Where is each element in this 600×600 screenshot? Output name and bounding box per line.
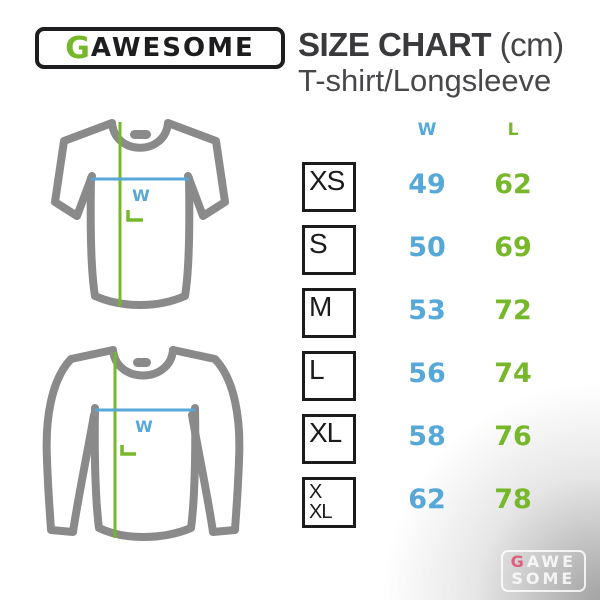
size-box-xxl: X XL xyxy=(302,477,356,528)
watermark-g: G xyxy=(510,552,527,572)
brand-logo: G AWESOME xyxy=(35,27,285,69)
size-box-s: S xyxy=(302,225,356,275)
watermark-line1-rest: AWE xyxy=(526,552,576,572)
size-box-xs: XS xyxy=(302,162,356,212)
tshirt-collar-label xyxy=(130,130,151,139)
tshirt-outline xyxy=(51,119,229,309)
table-row: XL 58 76 xyxy=(300,414,560,464)
brand-logo-g: G xyxy=(65,30,91,66)
table-row: M 53 72 xyxy=(300,288,560,338)
tshirt-width-label: W xyxy=(132,186,150,205)
page-title-main: SIZE CHART xyxy=(298,26,492,63)
longsleeve-collar-label xyxy=(133,358,151,367)
length-value: 69 xyxy=(494,232,532,263)
tshirt-right-sleeve xyxy=(164,119,229,220)
page-subtitle: T-shirt/Longsleeve xyxy=(298,63,552,98)
width-value: 58 xyxy=(408,421,446,452)
tshirt-body xyxy=(86,174,194,309)
tshirt-collar xyxy=(108,119,172,152)
length-value: 74 xyxy=(494,358,532,389)
width-value: 53 xyxy=(408,295,446,326)
table-row: XS 49 62 xyxy=(300,162,560,212)
length-value: 72 xyxy=(494,295,532,326)
longsleeve-width-label: W xyxy=(135,417,153,436)
length-value: 76 xyxy=(494,421,532,452)
width-value: 49 xyxy=(408,169,446,200)
size-box-l: L xyxy=(302,351,356,401)
width-value: 56 xyxy=(408,358,446,389)
longsleeve-right-sleeve xyxy=(169,346,244,536)
longsleeve-body xyxy=(90,404,200,541)
size-box-xl: XL xyxy=(302,414,356,464)
longsleeve-length-label-icon xyxy=(120,445,136,456)
length-value: 62 xyxy=(494,169,532,200)
table-row: L 56 74 xyxy=(300,351,560,401)
watermark-line1: GAWE xyxy=(511,554,576,570)
tshirt-length-label-icon xyxy=(126,210,143,222)
tshirt-diagram: W xyxy=(51,119,229,309)
page-title-unit: (cm) xyxy=(491,26,564,63)
watermark-line2: SOME xyxy=(511,568,576,588)
column-header-width: W xyxy=(417,120,437,140)
longsleeve-left-sleeve xyxy=(42,346,117,536)
size-box-m: M xyxy=(302,288,356,338)
longsleeve-outline xyxy=(42,346,244,541)
table-row: S 50 69 xyxy=(300,225,560,275)
longsleeve-diagram: W xyxy=(42,346,244,541)
brand-logo-text: AWESOME xyxy=(90,33,255,63)
size-table: XS 49 62 S 50 69 M 53 72 L 56 74 XL 58 7… xyxy=(300,162,560,540)
page-title: SIZE CHART (cm) xyxy=(298,26,564,64)
title-block: SIZE CHART (cm) T-shirt/Longsleeve xyxy=(298,26,564,98)
table-row: X XL 62 78 xyxy=(300,477,560,528)
width-value: 62 xyxy=(408,484,446,515)
watermark-logo: GAWE SOME xyxy=(500,550,586,592)
tshirt-left-sleeve xyxy=(51,119,116,220)
length-value: 78 xyxy=(494,484,532,515)
column-header-length: L xyxy=(507,120,519,140)
width-value: 50 xyxy=(408,232,446,263)
